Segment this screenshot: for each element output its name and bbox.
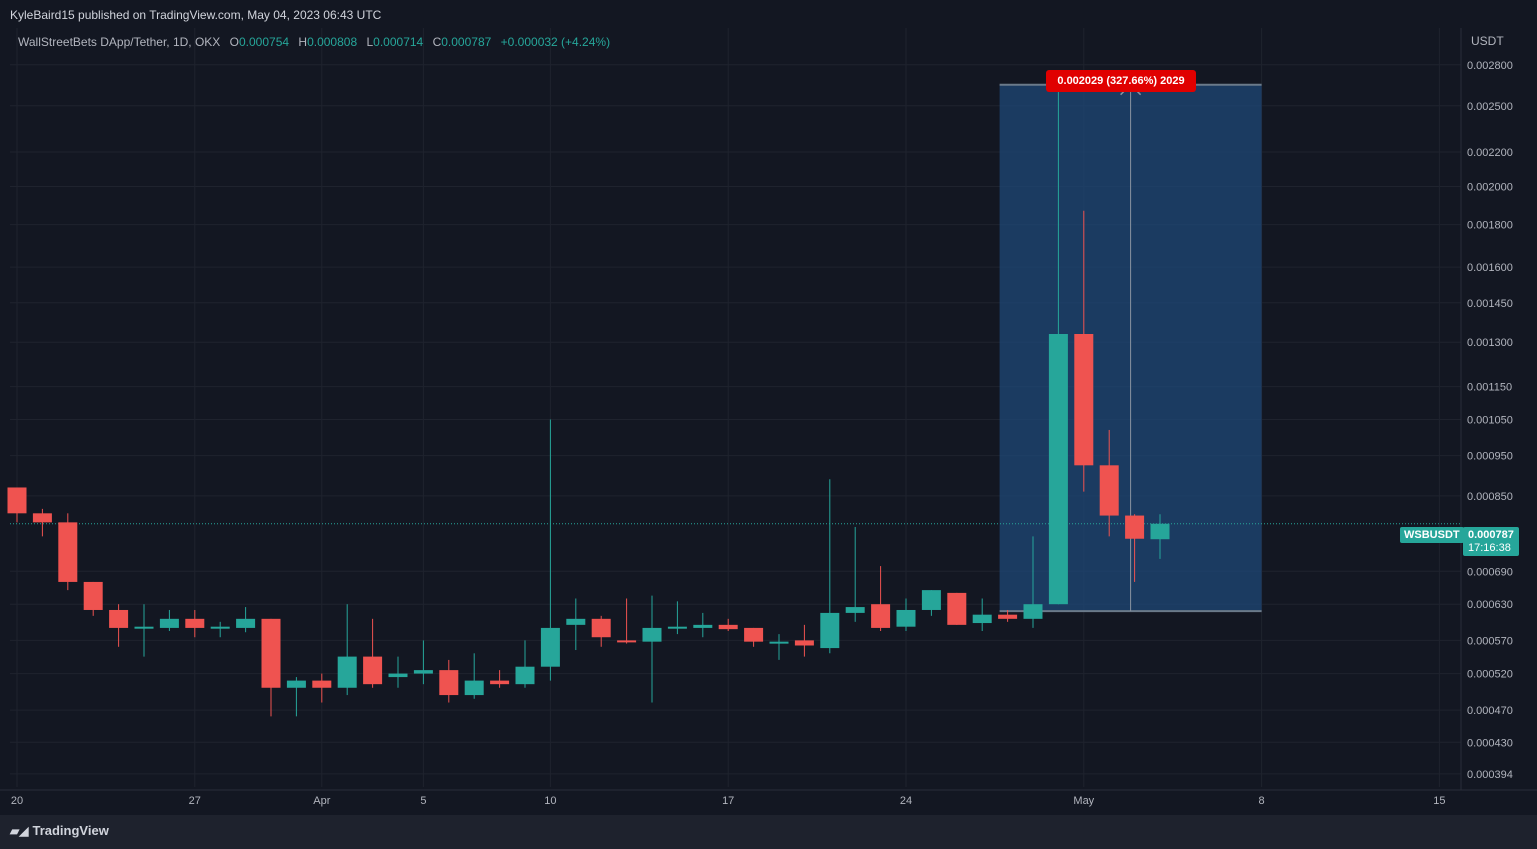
y-tick-label: 0.001300 [1467,337,1513,349]
candle-body [1099,465,1119,516]
y-tick-label: 0.000570 [1467,635,1513,647]
symbol-price-tag: WSBUSDT [1400,527,1464,543]
candle-body [337,656,357,688]
y-tick-label: 0.000850 [1467,491,1513,503]
legend-change: +0.000032 (+4.24%) [500,35,611,49]
candle-body [32,513,52,523]
candle-body [83,581,103,610]
candle-body [947,592,967,625]
candle-body [1125,515,1145,539]
candle-body [693,624,713,628]
measure-tooltip: 0.002029 (327.66%) 2029 [1046,70,1196,92]
x-tick-label: 24 [900,795,912,807]
legend-high-value: 0.000808 [307,35,358,49]
x-tick-label: 10 [544,795,556,807]
candle-body [820,612,840,649]
candle-body [617,640,637,643]
y-tick-label: 0.000520 [1467,669,1513,681]
candle-body [591,618,611,638]
candle-body [286,680,306,688]
candle-body [642,627,662,642]
legend-high-label: H [298,35,308,49]
y-tick-label: 0.000950 [1467,451,1513,463]
candle-body [794,640,814,646]
y-tick-label: 0.001800 [1467,220,1513,232]
legend-open-label: O [229,35,239,49]
candle-body [363,656,383,685]
candle-body [58,522,78,582]
tradingview-logo[interactable]: ▰◢ TradingView [10,823,109,838]
y-tick-label: 0.000430 [1467,737,1513,749]
x-tick-label: 15 [1433,795,1445,807]
candle-body [871,604,891,628]
y-tick-label: 0.002000 [1467,181,1513,193]
x-tick-label: Apr [313,795,330,807]
y-tick-label: 0.000630 [1467,599,1513,611]
y-tick-label: 0.001600 [1467,262,1513,274]
last-price-tag: 0.000787 17:16:38 [1463,527,1519,556]
candle-body [566,618,586,625]
legend-symbol: WallStreetBets DApp/Tether, 1D, OKX [18,35,221,49]
y-tick-label: 0.000394 [1467,769,1513,781]
candle-body [490,680,510,685]
y-tick-label: 0.000690 [1467,566,1513,578]
x-tick-label: May [1073,795,1094,807]
candle-body [7,487,27,514]
tradingview-brand: TradingView [32,823,109,838]
ohlc-legend: WallStreetBets DApp/Tether, 1D, OKX O0.0… [18,35,610,49]
candle-body [667,626,687,629]
x-tick-label: 5 [420,795,426,807]
candle-body [413,670,433,674]
header-bar: KyleBaird15 published on TradingView.com… [0,0,1537,28]
candlestick-chart[interactable]: 0.002800 0.002500 0.002200 0.002000 0.001800… [0,0,1537,815]
y-tick-label: 0.002500 [1467,101,1513,113]
candle-body [261,618,281,688]
legend-close-value: 0.000787 [441,35,492,49]
y-tick-label: 0.002200 [1467,147,1513,159]
footer-bar [0,815,1537,849]
candle-body [1150,523,1170,540]
candle-body [515,666,535,685]
tradingview-logo-icon: ▰◢ [10,824,29,838]
candle-body [972,614,992,624]
candle-body [744,627,764,642]
candle-body [439,670,459,696]
x-tick-label: 17 [722,795,734,807]
y-tick-label: 0.001050 [1467,414,1513,426]
legend-close-label: C [432,35,442,49]
candle-body [109,609,129,628]
publisher-line: KyleBaird15 published on TradingView.com… [10,8,382,22]
candle-body [769,641,789,644]
candle-body [210,626,230,629]
currency-label[interactable]: USDT [1471,34,1504,48]
candle-body [185,618,205,628]
bar-countdown: 17:16:38 [1468,542,1511,554]
y-tick-label: 0.001450 [1467,298,1513,310]
candle-body [998,614,1018,619]
candle-body [464,680,484,696]
candle-body [896,609,916,627]
candle-body [718,624,738,630]
candle-body [134,626,154,629]
y-tick-label: 0.001150 [1467,382,1512,394]
last-price-value: 0.000787 [1468,529,1514,541]
candle-body [845,607,865,613]
candle-body [1074,333,1094,466]
legend-open-value: 0.000754 [239,35,290,49]
candle-body [1048,333,1068,605]
candle-body [388,673,408,678]
y-tick-label: 0.000470 [1467,705,1513,717]
y-tick-label: 0.002800 [1467,60,1513,72]
legend-low-label: L [366,35,374,49]
candle-body [236,618,256,628]
x-tick-label: 8 [1259,795,1265,807]
candle-body [159,618,179,628]
x-tick-label: 20 [11,795,23,807]
legend-low-value: 0.000714 [373,35,424,49]
candle-body [540,627,560,667]
x-tick-label: 27 [189,795,201,807]
candle-body [312,680,332,688]
candle-body [921,590,941,610]
candle-body [1023,604,1043,619]
